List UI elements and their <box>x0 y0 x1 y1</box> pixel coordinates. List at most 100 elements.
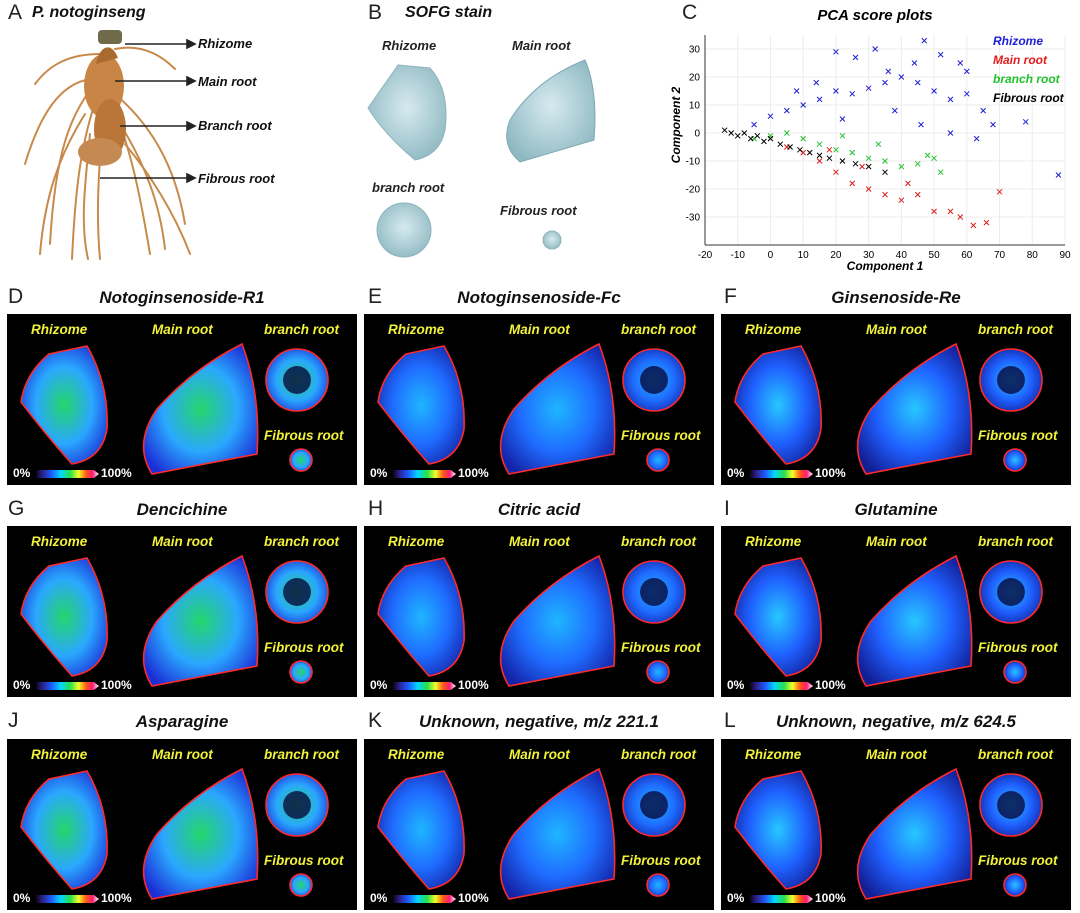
tissue-fibrous <box>289 873 313 897</box>
tissue-rhizome <box>377 345 465 465</box>
pca-x-tick-label: 20 <box>830 250 842 261</box>
msi-label-fibrous: Fibrous root <box>621 428 701 443</box>
tissue-rhizome <box>377 770 465 890</box>
tissue-rhizome <box>20 770 108 890</box>
tissue-core <box>640 791 668 819</box>
pca-point-branch-root <box>800 135 807 142</box>
msi-label-rhizome: Rhizome <box>388 322 445 337</box>
pca-y-tick-label: 20 <box>689 73 701 84</box>
pca-point-rhizome <box>914 79 921 86</box>
msi-label-rhizome: Rhizome <box>31 322 88 337</box>
pca-point-rhizome <box>849 90 856 97</box>
tissue-rhizome <box>734 770 822 890</box>
pca-point-fibrous-root <box>767 135 774 142</box>
tissue-main <box>499 342 616 475</box>
pca-x-axis-label: Component 1 <box>847 259 924 273</box>
tissue-core <box>997 366 1025 394</box>
pca-point-rhizome <box>833 88 839 94</box>
tissue-rhizome <box>377 557 465 677</box>
scale-min: 0% <box>370 891 388 905</box>
tissue-fibrous <box>289 448 313 472</box>
msi-image-panel: Rhizome Main root branch root Fibrous root 0… <box>721 314 1071 485</box>
tissue-fibrous <box>646 448 670 472</box>
scale-max: 100% <box>101 466 132 480</box>
pca-point-fibrous-root <box>839 158 846 164</box>
pca-point-fibrous-root <box>754 132 761 139</box>
pca-x-tick-label: 80 <box>1027 250 1039 261</box>
msi-label-rhizome: Rhizome <box>745 747 802 762</box>
stain-label-main-root: Main root <box>512 38 571 53</box>
pca-point-main-root <box>914 191 921 198</box>
label-main-root: Main root <box>198 74 257 89</box>
pca-point-rhizome <box>911 60 918 66</box>
pca-point-branch-root <box>931 155 937 162</box>
pca-point-rhizome <box>839 116 846 122</box>
tissue-rhizome <box>734 345 822 465</box>
pca-point-fibrous-root <box>852 160 859 167</box>
color-scale-bar <box>749 682 813 690</box>
pca-legend-entry: Main root <box>993 53 1048 67</box>
panel-b-title: SOFG stain <box>405 4 493 21</box>
tissue-main <box>142 767 259 900</box>
msi-heatmap <box>734 767 1043 900</box>
msi-panel-title: Ginsenoside-Re <box>831 288 961 307</box>
pca-point-branch-root <box>839 132 846 139</box>
plant-arrows <box>100 38 197 184</box>
pca-point-rhizome <box>937 51 944 58</box>
pca-point-main-root <box>816 158 823 164</box>
msi-label-branch: branch root <box>978 322 1054 337</box>
pca-point-fibrous-root <box>734 132 741 139</box>
tissue-core <box>283 578 311 606</box>
pca-point-rhizome <box>882 79 888 86</box>
pca-point-branch-root <box>865 155 872 162</box>
tissue-core <box>283 366 311 394</box>
pca-point-branch-root <box>924 152 931 159</box>
color-scale-bar <box>392 682 456 690</box>
msi-label-branch: branch root <box>621 534 697 549</box>
sofg-stain-image <box>367 59 596 258</box>
msi-image-panel: Rhizome Main root branch root Fibrous root 0… <box>721 739 1071 910</box>
tissue-rhizome <box>734 557 822 677</box>
msi-image-panel: Rhizome Main root branch root Fibrous root 0… <box>7 314 357 485</box>
msi-heatmap <box>20 342 329 475</box>
pca-legend-entry: Rhizome <box>993 34 1043 48</box>
pca-y-tick-label: -10 <box>686 157 701 168</box>
msi-label-fibrous: Fibrous root <box>264 853 344 868</box>
msi-label-main: Main root <box>866 534 927 549</box>
pca-point-main-root <box>833 169 839 176</box>
tissue-main <box>856 342 973 475</box>
tissue-fibrous <box>646 873 670 897</box>
scale-max: 100% <box>458 466 489 480</box>
pca-point-rhizome <box>921 37 928 44</box>
tissue-fibrous <box>1003 660 1027 684</box>
tissue-fibrous <box>289 660 313 684</box>
pca-point-rhizome <box>800 102 807 108</box>
panel-letter-k: K <box>368 709 383 732</box>
msi-panel-title: Notoginsenoside-R1 <box>99 288 265 307</box>
color-scale-bar <box>392 470 456 478</box>
pca-point-main-root <box>996 188 1003 195</box>
pca-point-main-root <box>983 219 990 226</box>
pca-point-rhizome <box>872 46 879 52</box>
color-scale-bar <box>35 470 99 478</box>
pca-point-rhizome <box>767 113 774 120</box>
pca-point-fibrous-root <box>741 130 748 136</box>
label-fibrous-root: Fibrous root <box>198 171 275 186</box>
msi-label-rhizome: Rhizome <box>31 747 88 762</box>
msi-image-panel: Rhizome Main root branch root Fibrous root 0… <box>721 526 1071 697</box>
pca-y-axis-label: Component 2 <box>669 86 683 163</box>
pca-point-branch-root <box>882 158 888 164</box>
msi-label-fibrous: Fibrous root <box>978 428 1058 443</box>
msi-label-rhizome: Rhizome <box>388 534 445 549</box>
pca-point-rhizome <box>852 54 859 61</box>
msi-image-panel: Rhizome Main root branch root Fibrous root 0… <box>7 526 357 697</box>
msi-label-main: Main root <box>152 322 213 337</box>
pca-point-main-root <box>931 208 937 215</box>
tissue-core <box>640 578 668 606</box>
pca-x-tick-label: 50 <box>929 250 941 261</box>
panel-letter-h: H <box>368 497 384 520</box>
tissue-core <box>997 578 1025 606</box>
scale-min: 0% <box>727 466 745 480</box>
msi-panel-title: Notoginsenoside-Fc <box>457 288 621 307</box>
tissue-fibrous <box>1003 448 1027 472</box>
